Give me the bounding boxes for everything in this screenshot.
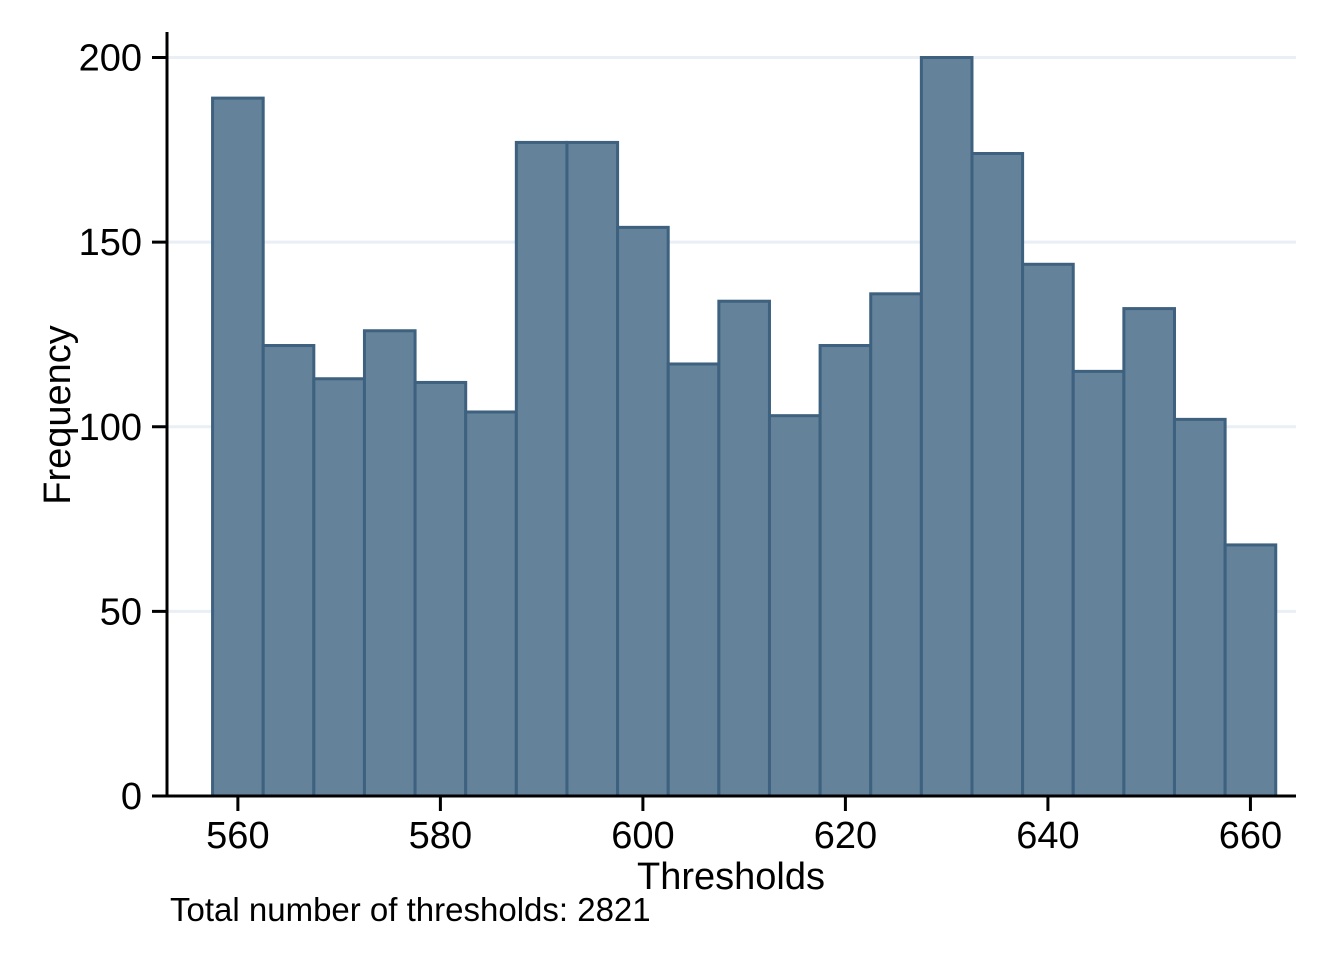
x-tick-label: 640 (1016, 815, 1079, 857)
histogram-bar (869, 292, 923, 798)
y-tick-label: 50 (100, 591, 142, 633)
y-tick-label: 100 (79, 407, 142, 449)
tick-labels: 0 50 100 150 200 560 580 600 620 640 660 (79, 38, 1283, 858)
x-tick-label: 620 (814, 815, 877, 857)
histogram-bar (818, 344, 873, 798)
y-tick-label: 0 (121, 776, 142, 818)
histogram-bar (1223, 543, 1278, 798)
axes (152, 32, 1296, 811)
histogram-bar (970, 152, 1025, 798)
x-tick-label: 560 (206, 815, 269, 857)
histogram-bar (1021, 262, 1075, 798)
histogram-bar (616, 225, 670, 798)
x-tick-label: 660 (1219, 815, 1282, 857)
histogram-bar (362, 329, 417, 798)
histogram-bar (211, 96, 265, 798)
note: Total number of thresholds: 2821 (170, 891, 651, 928)
histogram-bar (767, 414, 822, 798)
histogram-bar (464, 410, 518, 798)
histogram-bars (211, 56, 1278, 798)
x-tick-label: 600 (611, 815, 674, 857)
x-tick-label: 580 (409, 815, 472, 857)
histogram-bar (1071, 369, 1126, 798)
y-axis-title: Frequency (37, 325, 79, 505)
histogram-bar (919, 56, 974, 798)
histogram-bar (1172, 417, 1227, 798)
y-tick-label: 200 (79, 38, 142, 80)
histogram-bar (514, 140, 569, 798)
histogram-bar (413, 380, 468, 798)
histogram-bar (312, 377, 366, 798)
x-axis-title: Thresholds (637, 856, 825, 898)
histogram-bar (565, 140, 620, 798)
histogram-bar (1122, 307, 1176, 798)
histogram-bar (717, 299, 771, 798)
histogram-bar (666, 362, 721, 798)
histogram-bar (261, 344, 316, 798)
y-tick-label: 150 (79, 222, 142, 264)
